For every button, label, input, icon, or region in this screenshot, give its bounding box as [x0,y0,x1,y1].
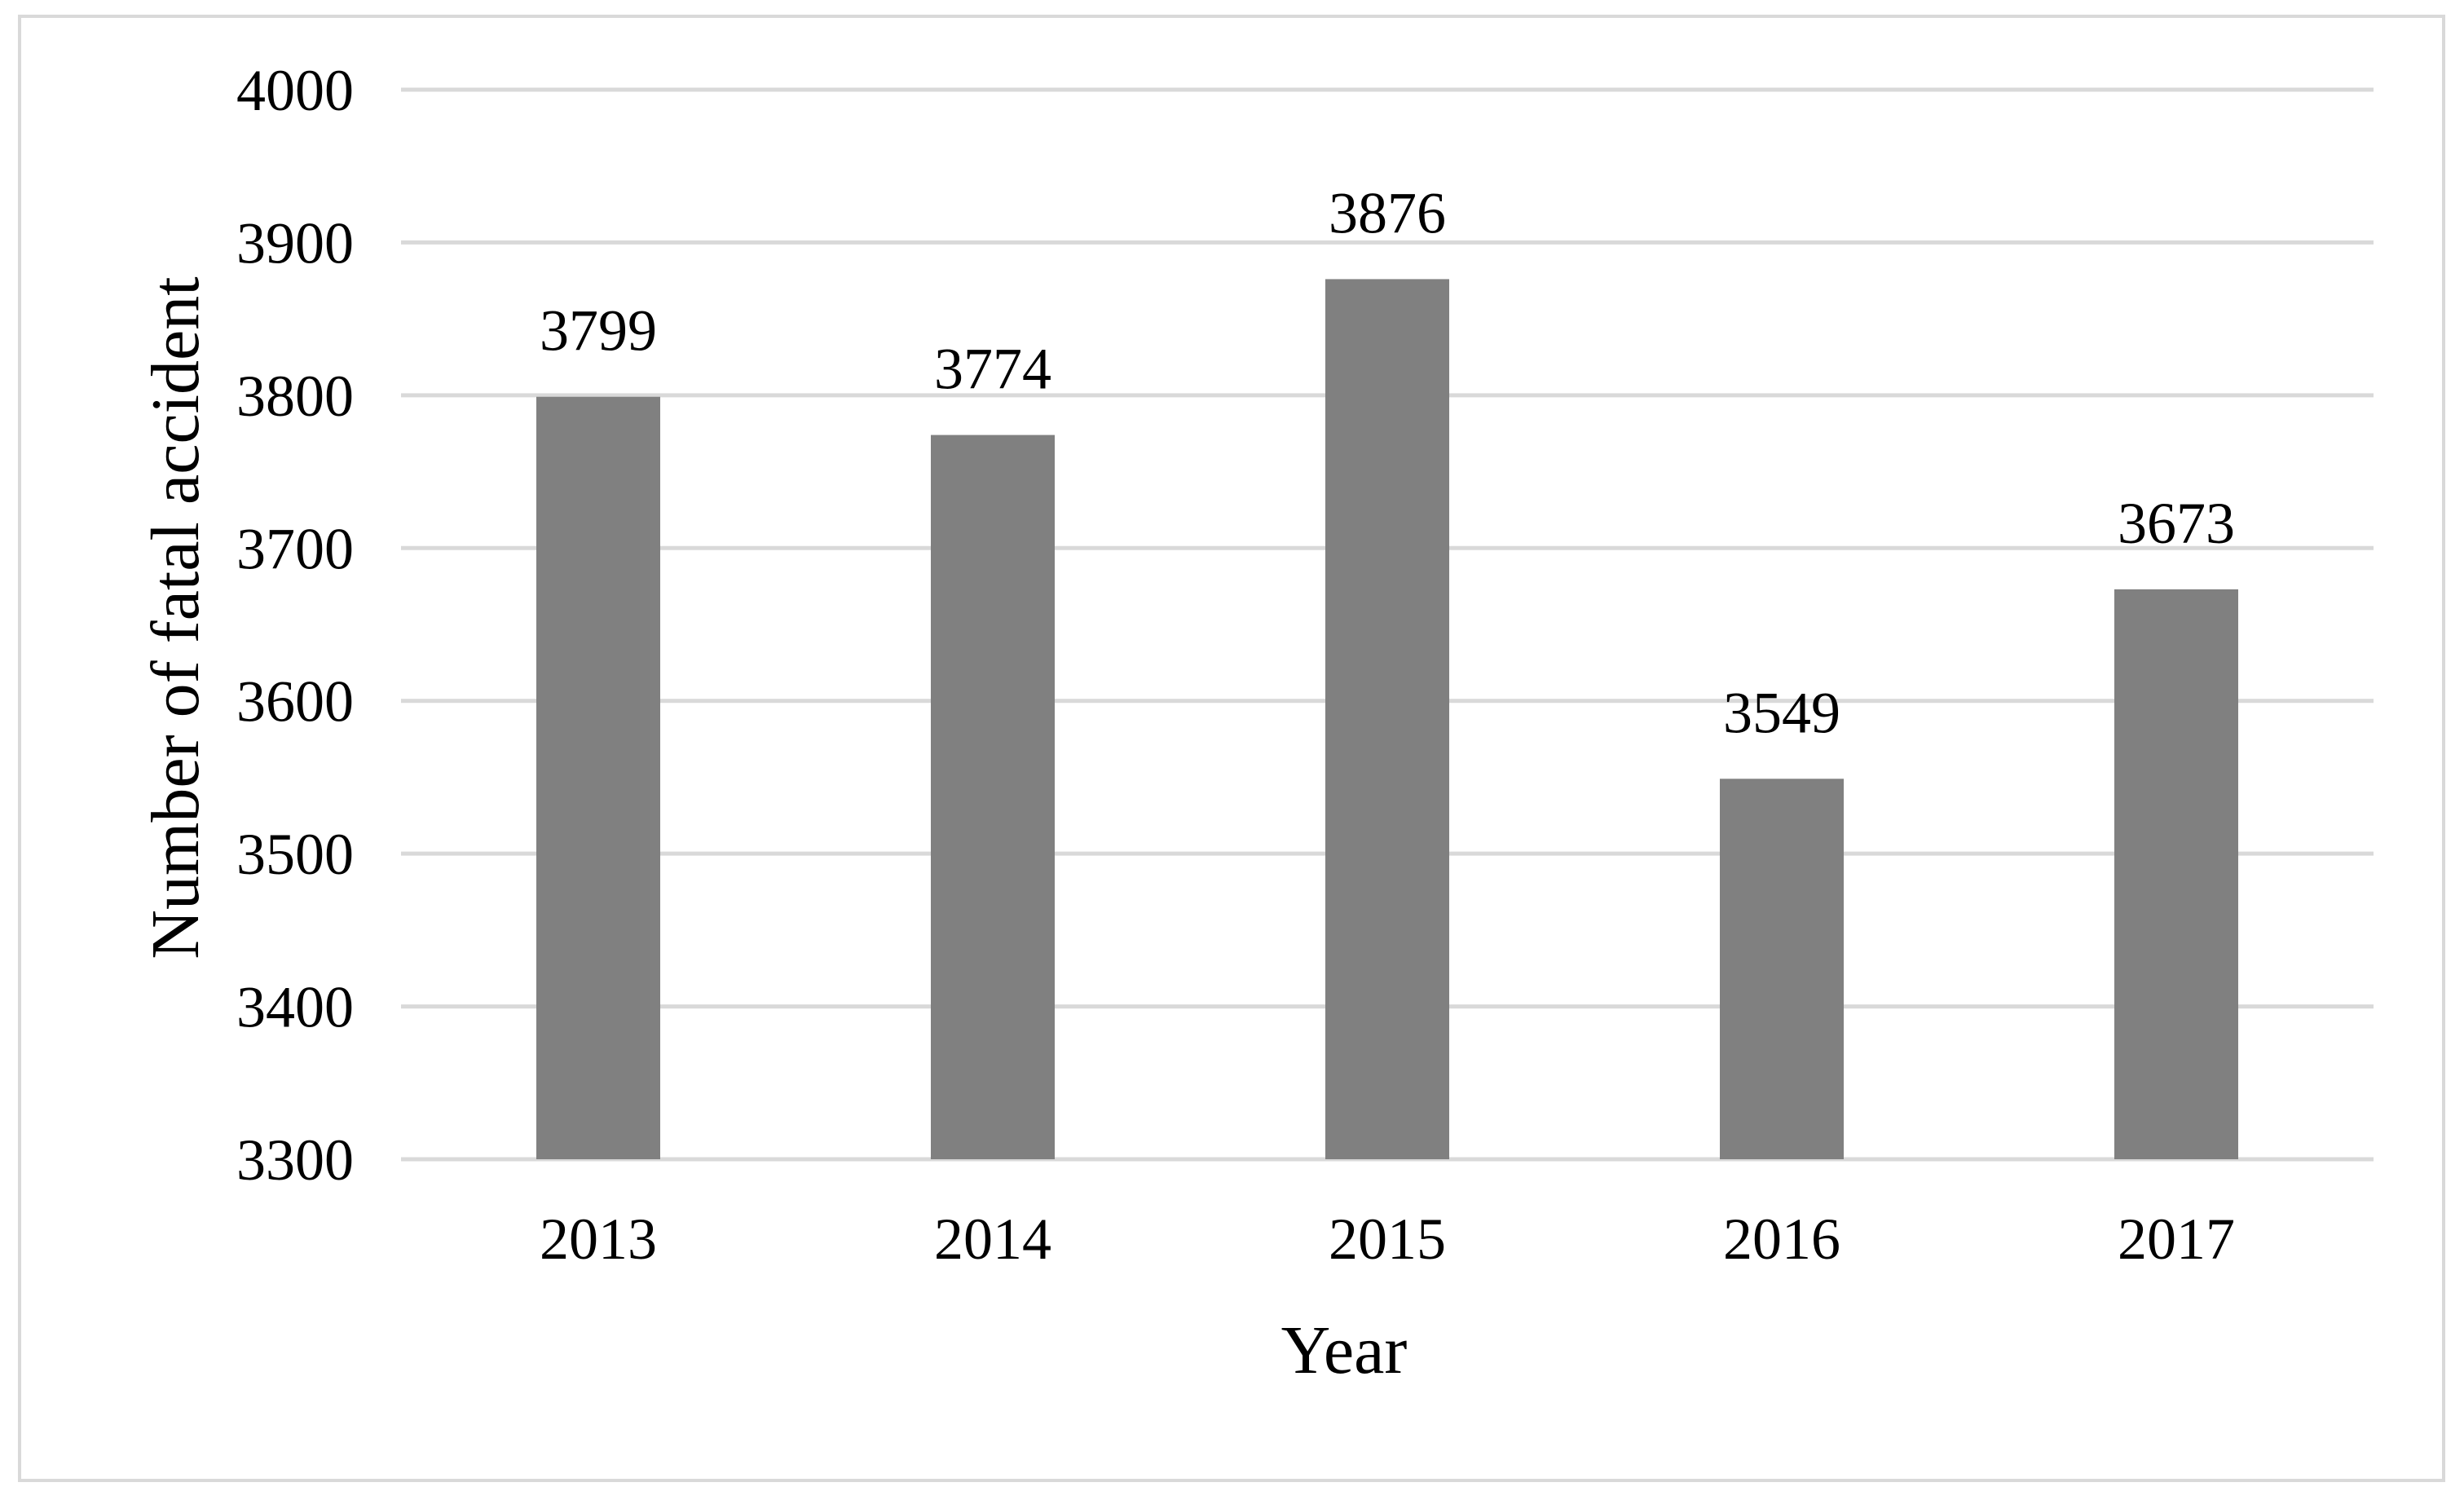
y-axis-title: Number of fatal accident [138,276,214,959]
y-tick-label: 3400 [236,975,354,1040]
bar-2013 [536,396,660,1159]
y-tick-label: 3700 [236,516,354,581]
bar-2017 [2114,589,2238,1159]
data-labels: 3799 3774 3876 3549 3673 [540,180,2235,745]
data-label-2015: 3876 [1329,180,1446,245]
data-label-2013: 3799 [540,298,657,364]
x-tick-label-2016: 2016 [1723,1207,1840,1272]
bars [536,279,2238,1160]
bar-2014 [931,435,1055,1159]
y-axis-ticks: 3300 3400 3500 3600 3700 3800 3900 4000 [236,58,354,1193]
x-tick-label-2015: 2015 [1329,1207,1446,1272]
data-label-2017: 3673 [2118,491,2235,556]
x-tick-label-2017: 2017 [2118,1207,2235,1272]
y-tick-label: 4000 [236,58,354,123]
bar-2016 [1720,779,1844,1159]
y-tick-label: 3500 [236,822,354,887]
x-axis-title: Year [1281,1312,1408,1388]
bar-2015 [1325,279,1449,1160]
x-axis-ticks: 2013 2014 2015 2016 2017 [540,1207,2235,1272]
data-label-2014: 3774 [934,337,1051,402]
data-label-2016: 3549 [1723,680,1840,745]
x-tick-label-2014: 2014 [934,1207,1051,1272]
y-tick-label: 3800 [236,364,354,429]
y-tick-label: 3600 [236,669,354,735]
y-tick-label: 3900 [236,210,354,276]
x-tick-label-2013: 2013 [540,1207,657,1272]
chart-frame [18,15,2445,1482]
y-tick-label: 3300 [236,1127,354,1193]
